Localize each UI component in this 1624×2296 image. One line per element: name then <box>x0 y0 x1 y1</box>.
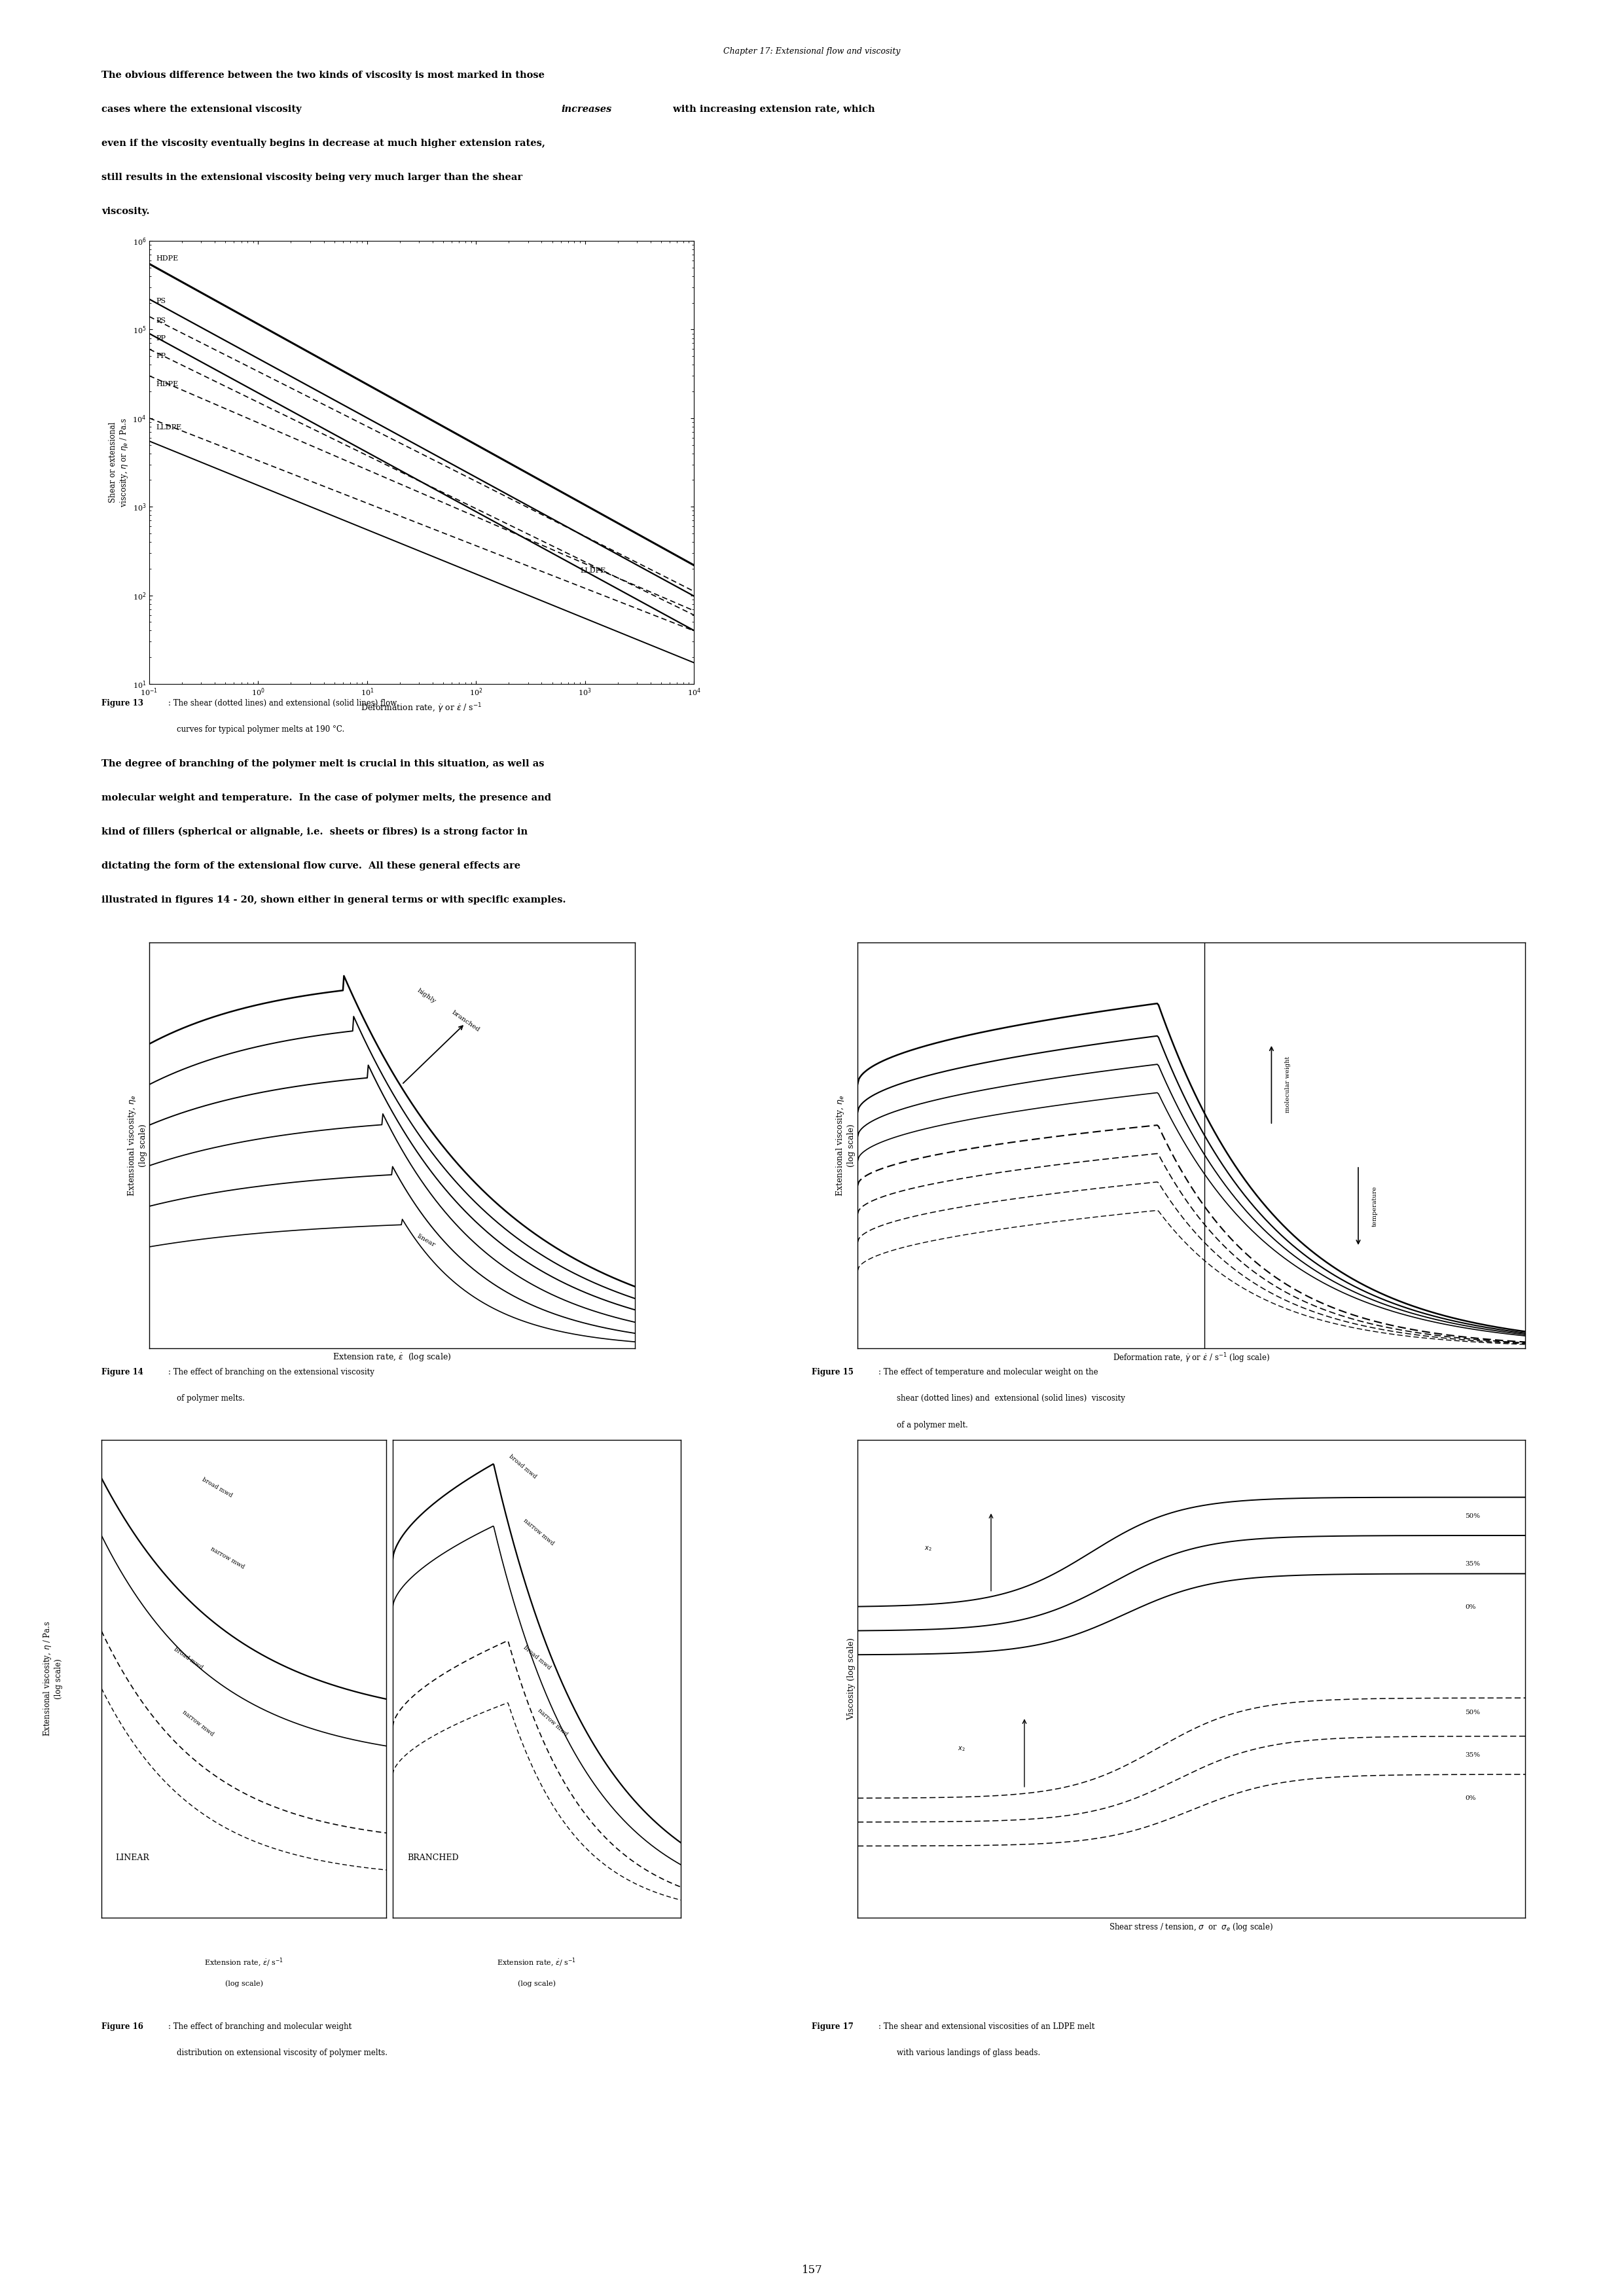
Text: narrow mwd: narrow mwd <box>182 1708 214 1738</box>
Text: PP: PP <box>156 335 166 342</box>
Text: : The effect of temperature and molecular weight on the: : The effect of temperature and molecula… <box>879 1368 1098 1375</box>
Text: narrow mwd: narrow mwd <box>538 1708 568 1738</box>
Text: Figure 16: Figure 16 <box>101 2023 143 2032</box>
Text: illustrated in figures 14 - 20, shown either in general terms or with specific e: illustrated in figures 14 - 20, shown ei… <box>101 895 565 905</box>
Text: even if the viscosity eventually begins in decrease at much higher extension rat: even if the viscosity eventually begins … <box>101 138 546 147</box>
Text: of polymer melts.: of polymer melts. <box>177 1394 245 1403</box>
Y-axis label: Extensional viscosity, $\eta_e$
(log scale): Extensional viscosity, $\eta_e$ (log sca… <box>835 1095 856 1196</box>
Text: (log scale): (log scale) <box>518 1979 555 1986</box>
Y-axis label: Shear or extensional
viscosity, $\eta$ or $\eta_e$ / Pa.s: Shear or extensional viscosity, $\eta$ o… <box>109 418 130 507</box>
Text: 35%: 35% <box>1465 1561 1479 1568</box>
Text: : The effect of branching and molecular weight: : The effect of branching and molecular … <box>167 2023 351 2032</box>
Text: HDPE: HDPE <box>156 255 179 262</box>
Text: Figure 13: Figure 13 <box>101 698 143 707</box>
Text: with increasing extension rate, which: with increasing extension rate, which <box>669 106 875 115</box>
Text: $x_2$: $x_2$ <box>924 1545 932 1552</box>
Text: kind of fillers (spherical or alignable, i.e.  sheets or fibres) is a strong fac: kind of fillers (spherical or alignable,… <box>101 827 528 836</box>
Text: branched: branched <box>450 1010 481 1033</box>
Text: Extensional viscosity, $\eta$ / Pa.s
(log scale): Extensional viscosity, $\eta$ / Pa.s (lo… <box>42 1621 63 1736</box>
Text: : The shear (dotted lines) and extensional (solid lines) flow: : The shear (dotted lines) and extension… <box>167 698 396 707</box>
X-axis label: Shear stress / tension, $\sigma$  or  $\sigma_e$ (log scale): Shear stress / tension, $\sigma$ or $\si… <box>1109 1922 1273 1933</box>
Text: $x_2$: $x_2$ <box>958 1745 965 1752</box>
Text: molecular weight and temperature.  In the case of polymer melts, the presence an: molecular weight and temperature. In the… <box>101 792 551 801</box>
Text: still results in the extensional viscosity being very much larger than the shear: still results in the extensional viscosi… <box>101 172 523 181</box>
Text: narrow mwd: narrow mwd <box>523 1518 555 1545</box>
Y-axis label: Viscosity (log scale): Viscosity (log scale) <box>848 1637 856 1720</box>
Text: with various landings of glass beads.: with various landings of glass beads. <box>896 2048 1041 2057</box>
Text: HDPE: HDPE <box>156 381 179 388</box>
Text: The degree of branching of the polymer melt is crucial in this situation, as wel: The degree of branching of the polymer m… <box>101 760 544 769</box>
Text: LINEAR: LINEAR <box>115 1853 149 1862</box>
Text: broad mwd: broad mwd <box>523 1644 552 1671</box>
Y-axis label: Extensional viscosity, $\eta_e$
(log scale): Extensional viscosity, $\eta_e$ (log sca… <box>127 1095 148 1196</box>
Text: 0%: 0% <box>1465 1605 1476 1609</box>
Text: LLDPE: LLDPE <box>580 567 606 574</box>
Text: narrow mwd: narrow mwd <box>209 1545 245 1570</box>
Text: shear (dotted lines) and  extensional (solid lines)  viscosity: shear (dotted lines) and extensional (so… <box>896 1394 1125 1403</box>
X-axis label: Deformation rate, $\dot{\gamma}$ or $\dot{\varepsilon}$ / s$^{-1}$: Deformation rate, $\dot{\gamma}$ or $\do… <box>361 703 482 714</box>
Text: broad mwd: broad mwd <box>508 1453 538 1479</box>
Text: 157: 157 <box>802 2264 822 2275</box>
Text: broad mwd: broad mwd <box>201 1476 234 1499</box>
Text: viscosity.: viscosity. <box>101 207 149 216</box>
Text: : The effect of branching on the extensional viscosity: : The effect of branching on the extensi… <box>167 1368 374 1375</box>
Text: PS: PS <box>156 317 166 324</box>
Text: cases where the extensional viscosity: cases where the extensional viscosity <box>101 106 305 115</box>
Text: molecular weight: molecular weight <box>1285 1056 1291 1114</box>
Text: 50%: 50% <box>1465 1513 1479 1520</box>
Text: of a polymer melt.: of a polymer melt. <box>896 1421 968 1428</box>
Text: The obvious difference between the two kinds of viscosity is most marked in thos: The obvious difference between the two k… <box>101 71 544 80</box>
Text: Figure 15: Figure 15 <box>812 1368 854 1375</box>
Text: BRANCHED: BRANCHED <box>408 1853 458 1862</box>
Text: Extension rate, $\dot{\varepsilon}$/ s$^{-1}$: Extension rate, $\dot{\varepsilon}$/ s$^… <box>205 1956 284 1970</box>
Text: linear: linear <box>416 1233 437 1249</box>
Text: Extension rate, $\dot{\varepsilon}$/ s$^{-1}$: Extension rate, $\dot{\varepsilon}$/ s$^… <box>497 1956 577 1970</box>
X-axis label: Extension rate, $\dot{\varepsilon}$  (log scale): Extension rate, $\dot{\varepsilon}$ (log… <box>333 1352 451 1364</box>
Text: highly: highly <box>416 987 437 1006</box>
Text: (log scale): (log scale) <box>224 1979 263 1986</box>
Text: distribution on extensional viscosity of polymer melts.: distribution on extensional viscosity of… <box>177 2048 388 2057</box>
Text: PP: PP <box>156 354 166 358</box>
Text: Chapter 17: Extensional flow and viscosity: Chapter 17: Extensional flow and viscosi… <box>723 48 901 55</box>
Text: Figure 17: Figure 17 <box>812 2023 854 2032</box>
X-axis label: Deformation rate, $\dot{\gamma}$ or $\dot{\varepsilon}$ / s$^{-1}$ (log scale): Deformation rate, $\dot{\gamma}$ or $\do… <box>1112 1352 1270 1364</box>
Text: LLDPE: LLDPE <box>156 425 182 429</box>
Text: broad mwd: broad mwd <box>172 1646 203 1671</box>
Text: increases: increases <box>560 106 612 115</box>
Text: dictating the form of the extensional flow curve.  All these general effects are: dictating the form of the extensional fl… <box>101 861 520 870</box>
Text: temperature: temperature <box>1372 1187 1377 1226</box>
Text: Figure 14: Figure 14 <box>101 1368 143 1375</box>
Text: 50%: 50% <box>1465 1708 1479 1715</box>
Text: curves for typical polymer melts at 190 °C.: curves for typical polymer melts at 190 … <box>177 726 344 735</box>
Text: 35%: 35% <box>1465 1752 1479 1759</box>
Text: : The shear and extensional viscosities of an LDPE melt: : The shear and extensional viscosities … <box>879 2023 1095 2032</box>
Text: PS: PS <box>156 298 166 303</box>
Text: 0%: 0% <box>1465 1795 1476 1800</box>
